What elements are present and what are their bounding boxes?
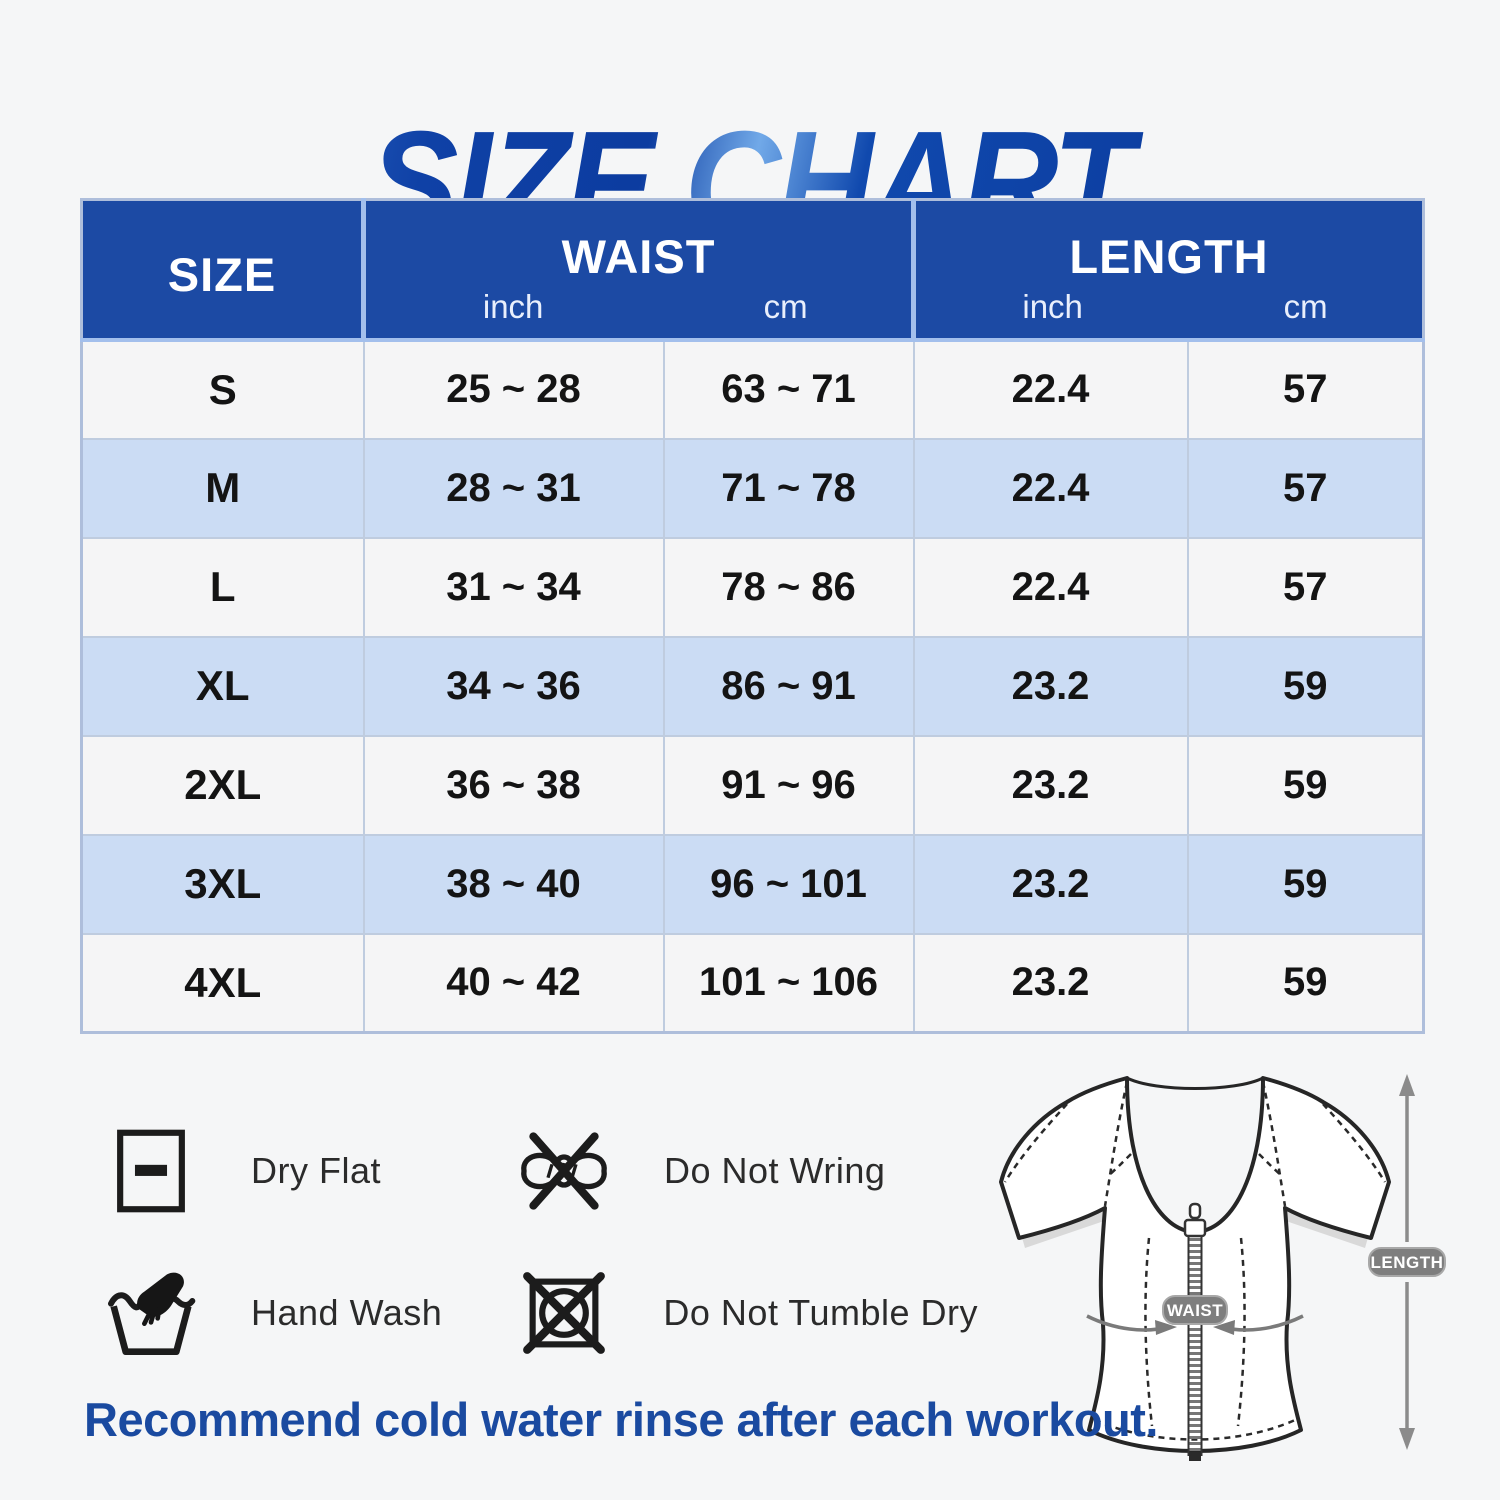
care-label: Do Not Wring [664,1150,886,1191]
cell-waist-inch: 40 ~ 42 [362,932,665,1034]
waist-header-label: WAIST [561,230,716,283]
cell-waist-inch: 31 ~ 34 [362,536,665,638]
cell-waist-cm: 101 ~ 106 [662,932,915,1034]
hand-wash-icon [95,1269,207,1357]
care-label: Dry Flat [251,1150,381,1191]
cell-waist-cm: 91 ~ 96 [662,734,915,836]
cell-waist-cm: 96 ~ 101 [662,833,915,935]
length-unit-cm: cm [1283,288,1328,325]
cell-length-inch: 23.2 [912,932,1189,1034]
size-table: SIZE WAIST inch cm LENGTH inch cm [80,198,1426,1034]
column-header-size: SIZE [81,199,364,342]
cell-waist-inch: 36 ~ 38 [362,734,665,836]
cell-length-cm: 57 [1186,437,1425,539]
size-row-m: M 28 ~ 31 71 ~ 78 22.4 57 [80,437,1425,539]
waist-badge: WAIST [1162,1295,1228,1325]
cell-size: XL [80,635,365,737]
cell-waist-inch: 38 ~ 40 [362,833,665,935]
waist-badge-label: WAIST [1167,1301,1223,1320]
care-item-hand-wash: Hand Wash [95,1269,508,1357]
length-badge-label: LENGTH [1371,1253,1444,1272]
zipper [1183,1202,1207,1461]
cell-waist-inch: 28 ~ 31 [362,437,665,539]
cell-size: L [80,536,365,638]
size-row-s: S 25 ~ 28 63 ~ 71 22.4 57 [80,338,1425,440]
size-row-2xl: 2XL 36 ~ 38 91 ~ 96 23.2 59 [80,734,1425,836]
care-item-do-not-tumble-dry: Do Not Tumble Dry [508,1268,978,1358]
size-row-4xl: 4XL 40 ~ 42 101 ~ 106 23.2 59 [80,932,1425,1034]
length-badge: LENGTH [1368,1247,1446,1277]
size-row-l: L 31 ~ 34 78 ~ 86 22.4 57 [80,536,1425,638]
size-table-body: S 25 ~ 28 63 ~ 71 22.4 57 M 28 ~ 31 71 ~… [80,338,1425,1034]
waist-unit-cm: cm [763,288,808,325]
care-instructions: Dry Flat Do Not Wring Han [95,1100,978,1384]
waist-arrows [1086,1314,1304,1335]
cell-size: 2XL [80,734,365,836]
care-label: Do Not Tumble Dry [663,1292,978,1333]
cell-length-inch: 23.2 [912,734,1189,836]
column-header-length: LENGTH inch cm [911,199,1424,342]
length-unit-inch: inch [1022,288,1083,325]
size-table-header: SIZE WAIST inch cm LENGTH inch cm [81,199,1424,342]
care-item-dry-flat: Dry Flat [95,1126,508,1216]
garment-diagram: WAIST LENGTH [999,1074,1446,1461]
length-units: inch cm [916,288,1422,326]
cell-length-cm: 59 [1186,734,1425,836]
cell-size: S [80,338,365,440]
cell-size: M [80,437,365,539]
cell-size: 4XL [80,932,365,1034]
header-row: SIZE WAIST inch cm LENGTH inch cm [81,199,1424,342]
cell-length-inch: 23.2 [912,635,1189,737]
do-not-tumble-dry-icon [508,1268,619,1358]
cell-waist-inch: 34 ~ 36 [362,635,665,737]
cell-waist-cm: 71 ~ 78 [662,437,915,539]
cell-waist-cm: 78 ~ 86 [662,536,915,638]
cell-length-cm: 57 [1186,536,1425,638]
cell-size: 3XL [80,833,365,935]
cell-length-cm: 59 [1186,833,1425,935]
cell-length-cm: 59 [1186,635,1425,737]
cell-length-inch: 22.4 [912,437,1189,539]
back-neckline [1126,1076,1264,1090]
waist-unit-inch: inch [482,288,544,325]
cell-waist-inch: 25 ~ 28 [362,338,665,440]
cell-length-cm: 59 [1186,932,1425,1034]
size-row-3xl: 3XL 38 ~ 40 96 ~ 101 23.2 59 [80,833,1425,935]
dry-flat-icon [95,1126,207,1216]
column-header-waist: WAIST inch cm [360,199,914,342]
length-arrow [1399,1074,1415,1450]
cell-length-inch: 23.2 [912,833,1189,935]
waist-units: inch cm [366,288,911,326]
cell-waist-cm: 63 ~ 71 [662,338,915,440]
footer-note: Recommend cold water rinse after each wo… [84,1393,1158,1446]
care-item-do-not-wring: Do Not Wring [508,1129,978,1213]
cell-length-cm: 57 [1186,338,1425,440]
length-header-label: LENGTH [1069,230,1269,283]
cell-length-inch: 22.4 [912,338,1189,440]
do-not-wring-icon [508,1129,620,1213]
cell-length-inch: 22.4 [912,536,1189,638]
cell-waist-cm: 86 ~ 91 [662,635,915,737]
care-label: Hand Wash [251,1292,443,1333]
size-row-xl: XL 34 ~ 36 86 ~ 91 23.2 59 [80,635,1425,737]
size-header-label: SIZE [167,248,277,301]
